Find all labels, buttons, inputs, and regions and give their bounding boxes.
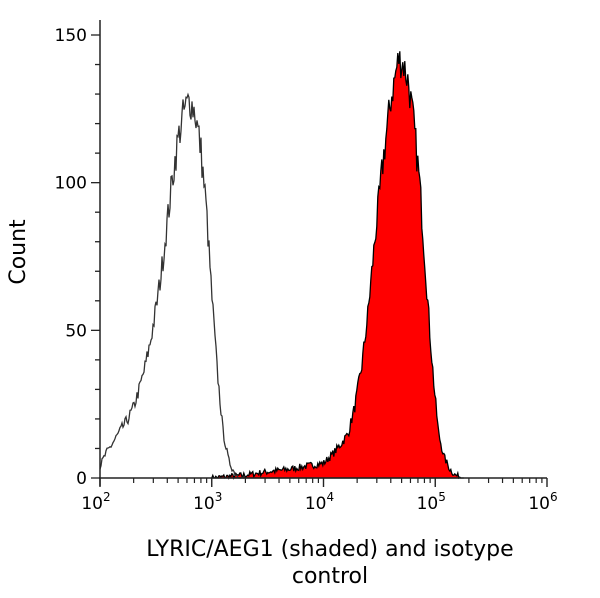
x-axis-title-line: control	[292, 564, 368, 589]
x-axis-title-line: LYRIC/AEG1 (shaded) and isotype	[146, 537, 513, 562]
y-tick-label: 0	[76, 469, 87, 489]
shaded-histogram	[211, 51, 464, 480]
y-axis-title: Count	[6, 219, 31, 285]
x-tick-label: 104	[305, 490, 334, 514]
y-tick-label: 50	[65, 321, 87, 341]
y-tick-label: 100	[55, 174, 87, 194]
x-tick-label: 102	[81, 490, 110, 514]
series-layer	[99, 51, 464, 480]
axes: 0 50 100 150 102 103 104 105 106	[55, 20, 558, 514]
x-tick-label: 103	[193, 490, 222, 514]
x-tick-label: 105	[417, 490, 446, 514]
x-tick-label: 106	[528, 490, 557, 514]
x-axis-title: LYRIC/AEG1 (shaded) and isotype control	[146, 537, 513, 589]
y-tick-label: 150	[55, 26, 87, 46]
isotype-histogram	[99, 92, 246, 479]
